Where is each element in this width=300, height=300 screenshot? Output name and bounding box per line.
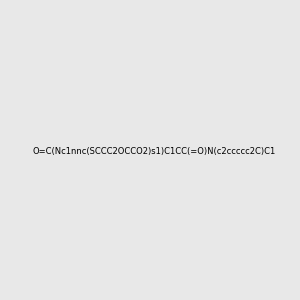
Text: O=C(Nc1nnc(SCCC2OCCO2)s1)C1CC(=O)N(c2ccccc2C)C1: O=C(Nc1nnc(SCCC2OCCO2)s1)C1CC(=O)N(c2ccc…	[32, 147, 275, 156]
